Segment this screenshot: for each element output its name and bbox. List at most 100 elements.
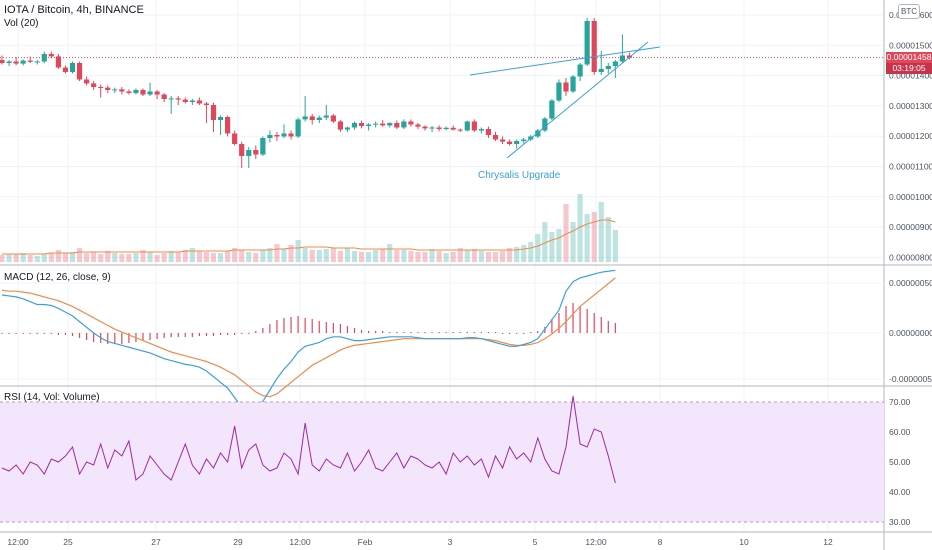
candle-body <box>387 123 393 126</box>
candle-body <box>105 87 111 90</box>
candle-body <box>351 123 358 128</box>
resistance-trend-line <box>469 46 661 76</box>
volume-bar <box>154 255 160 262</box>
volume-bar <box>91 252 97 262</box>
volume-bar <box>239 250 245 262</box>
volume-bar <box>6 254 12 262</box>
candle-body <box>478 129 484 131</box>
price-axis-tick: 0.00001100 <box>889 162 932 172</box>
candle-body <box>154 91 160 95</box>
volume-bar <box>302 248 308 262</box>
candle-body <box>91 83 97 87</box>
time-axis-tick: 12 <box>823 537 833 547</box>
candle-body <box>556 82 562 101</box>
volume-bar <box>232 248 238 262</box>
volume-bar <box>584 214 590 262</box>
volume-bar <box>225 251 231 262</box>
candle-body <box>302 116 308 120</box>
volume-bar <box>366 252 372 262</box>
candle-body <box>76 63 83 80</box>
candle-body <box>535 130 541 137</box>
volume-bar <box>161 253 167 262</box>
macd-line <box>1 269 616 410</box>
volume-bar <box>387 244 393 262</box>
volume-bar <box>84 253 90 262</box>
candle-body <box>443 127 449 129</box>
volume-bar <box>295 240 301 262</box>
volume-bar <box>175 252 181 262</box>
candle-body <box>161 94 167 99</box>
candle-body <box>316 117 322 120</box>
candle-body <box>584 21 590 65</box>
volume-bar <box>267 248 273 262</box>
candle-body <box>619 55 625 62</box>
time-axis-tick: 12:00 <box>7 537 29 547</box>
candle-body <box>394 123 400 128</box>
volume-bar <box>443 253 449 262</box>
candle-body <box>570 76 576 92</box>
candle-body <box>323 115 329 118</box>
candle-body <box>246 150 252 156</box>
volume-bar <box>337 251 343 262</box>
candle-body <box>133 90 139 93</box>
rsi-axis-tick: 60.00 <box>889 427 911 437</box>
time-axis-tick: 5 <box>533 537 538 547</box>
volume-bar <box>281 249 287 262</box>
candle-body <box>225 117 231 134</box>
volume-bar <box>499 251 506 262</box>
time-axis-tick: 12:00 <box>289 537 311 547</box>
volume-bar <box>189 248 195 262</box>
candle-body <box>288 133 294 137</box>
volume-bar <box>351 251 358 262</box>
time-axis-tick: 12:00 <box>585 537 607 547</box>
time-axis-tick: 8 <box>658 537 663 547</box>
candle-body <box>175 98 181 100</box>
rsi-axis-tick: 50.00 <box>889 457 911 467</box>
candle-body <box>260 138 266 155</box>
candle-body <box>450 127 456 130</box>
rsi-pane-label: RSI (14, Vol: Volume) <box>4 392 100 403</box>
chrysalis-annotation: Chrysalis Upgrade <box>478 170 561 181</box>
candle-body <box>492 135 499 140</box>
macd-axis-tick: 0.00000050 <box>889 278 932 288</box>
volume-bar <box>436 251 442 262</box>
currency-badge[interactable]: BTC <box>898 4 920 19</box>
candle-body <box>147 91 153 95</box>
volume-bar <box>0 255 5 262</box>
volume-bar <box>69 252 76 262</box>
volume-bar <box>344 248 351 262</box>
price-axis-tick: 0.00000800 <box>889 252 932 262</box>
support-trend-line <box>506 41 649 159</box>
candle-body <box>189 100 195 102</box>
candle-body <box>34 61 40 63</box>
candle-body <box>330 115 336 122</box>
rsi-axis-tick: 40.00 <box>889 487 911 497</box>
candle-body <box>62 67 69 72</box>
volume-bar <box>330 248 336 262</box>
time-axis-tick: 3 <box>448 537 453 547</box>
volume-bar <box>168 251 174 262</box>
rsi-axis-tick: 70.00 <box>889 397 911 407</box>
candle-body <box>140 90 146 95</box>
volume-bar <box>246 252 252 262</box>
candle-body <box>366 124 372 126</box>
price-axis-tick: 0.00001500 <box>889 40 932 50</box>
volume-bar <box>203 252 210 262</box>
candle-body <box>210 105 217 120</box>
last-price: 0.00001458 <box>886 52 932 62</box>
volume-bar <box>528 242 534 262</box>
volume-bar <box>358 252 365 262</box>
candle-body <box>203 103 210 105</box>
candle-body <box>84 79 90 84</box>
candle-body <box>499 139 506 142</box>
last-price-tag: 0.00001458 03:19:05 <box>886 52 932 74</box>
candle-body <box>612 61 618 66</box>
candle-body <box>27 60 33 62</box>
signal-line <box>1 277 616 398</box>
volume-bar <box>521 245 527 262</box>
candle-body <box>577 64 583 77</box>
volume-pane-label: Vol (20) <box>4 18 39 29</box>
volume-bar <box>570 222 576 262</box>
volume-bar <box>140 250 146 262</box>
volume-bar <box>323 249 329 262</box>
